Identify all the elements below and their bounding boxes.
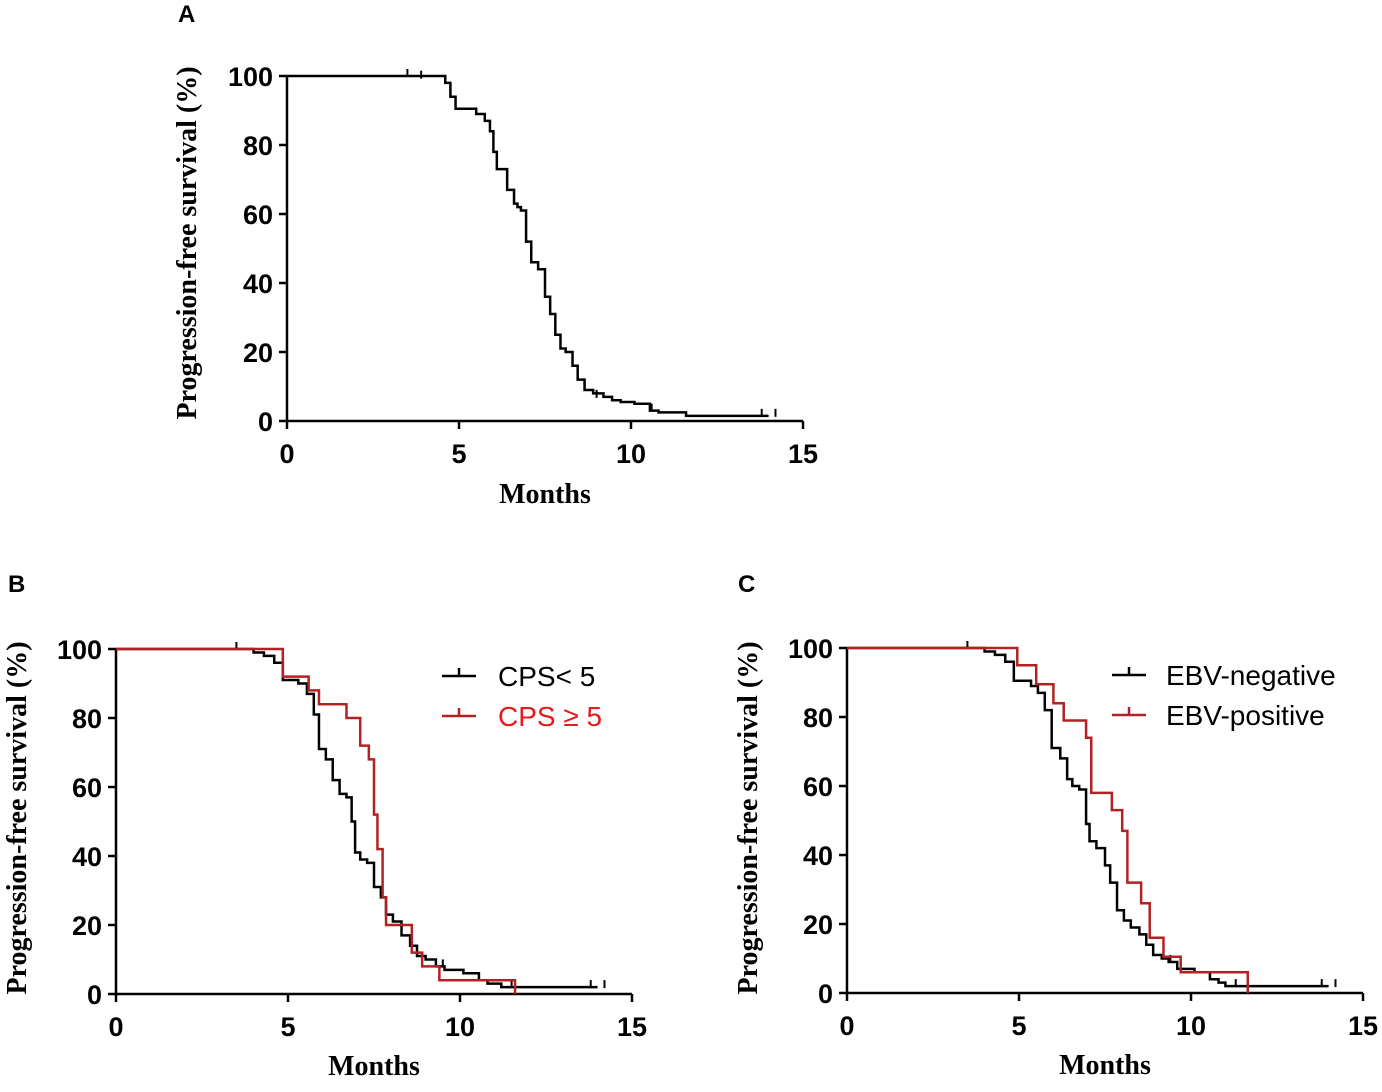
y-tick-label: 60: [72, 773, 102, 803]
legend-label: EBV-negative: [1166, 660, 1336, 691]
plot-a: 0 20 40 60 80 100 0 5 10 15 Months Progression-free…: [172, 62, 818, 510]
y-tick-label: 60: [243, 200, 273, 230]
y-tick-label: 60: [803, 772, 833, 802]
panel-c: C 0 20 40 60 80 100 0 5 10 15 Months Progression-fr…: [733, 571, 1378, 1081]
x-tick-label: 15: [788, 439, 818, 469]
x-tick-label: 5: [280, 1012, 295, 1042]
x-tick-label: 0: [839, 1011, 854, 1041]
legend-label: EBV-positive: [1166, 700, 1325, 731]
x-tick-label: 0: [279, 439, 294, 469]
x-tick-label: 0: [108, 1012, 123, 1042]
y-tick-label: 40: [72, 842, 102, 872]
panel-c-letter: C: [738, 571, 755, 598]
legend-label: CPS< 5: [498, 661, 595, 692]
km-curve-1: [847, 646, 1329, 988]
y-tick-label: 40: [803, 841, 833, 871]
km-curve-1: [287, 74, 769, 418]
y-tick-label: 20: [72, 911, 102, 941]
y-tick-label: 80: [243, 131, 273, 161]
x-tick-label: 15: [617, 1012, 647, 1042]
km-curve-1: [116, 647, 598, 989]
x-tick-label: 5: [451, 439, 466, 469]
legend-label: CPS ≥ 5: [498, 701, 602, 732]
x-tick-label: 10: [616, 439, 646, 469]
x-tick-label: 10: [1176, 1011, 1206, 1041]
y-tick-label: 100: [228, 62, 273, 92]
y-tick-label: 0: [818, 979, 833, 1009]
y-axis-title: Progression-free survival (%): [2, 641, 33, 994]
plot-b: 0 20 40 60 80 100 0 5 10 15 Months Progression-free…: [2, 635, 647, 1082]
plot-c: 0 20 40 60 80 100 0 5 10 15 Months Progression-free…: [733, 634, 1378, 1081]
y-axis-title: Progression-free survival (%): [172, 66, 203, 419]
y-tick-label: 20: [803, 910, 833, 940]
y-axis-title: Progression-free survival (%): [733, 641, 764, 994]
panel-b-letter: B: [8, 571, 25, 598]
panel-a-letter: A: [178, 1, 195, 28]
y-tick-label: 100: [788, 634, 833, 664]
x-axis-title: Months: [1059, 1050, 1151, 1081]
x-axis-title: Months: [328, 1051, 420, 1082]
y-tick-label: 80: [803, 703, 833, 733]
x-axis-title: Months: [499, 479, 591, 510]
y-tick-label: 80: [72, 704, 102, 734]
y-tick-label: 40: [243, 269, 273, 299]
y-tick-label: 0: [87, 980, 102, 1010]
panel-a: A 0 20 40 60 80 100 0 5 10 15 Months Progression-fr…: [172, 1, 818, 510]
x-tick-label: 10: [445, 1012, 475, 1042]
x-tick-label: 15: [1348, 1011, 1378, 1041]
y-tick-label: 0: [258, 407, 273, 437]
km-curve-2: [847, 646, 1250, 993]
x-tick-label: 5: [1011, 1011, 1026, 1041]
km-curve-2: [116, 647, 517, 994]
y-tick-label: 20: [243, 338, 273, 368]
panel-b: B 0 20 40 60 80 100 0 5 10 15 Months Progression-fr…: [2, 571, 647, 1082]
y-tick-label: 100: [57, 635, 102, 665]
